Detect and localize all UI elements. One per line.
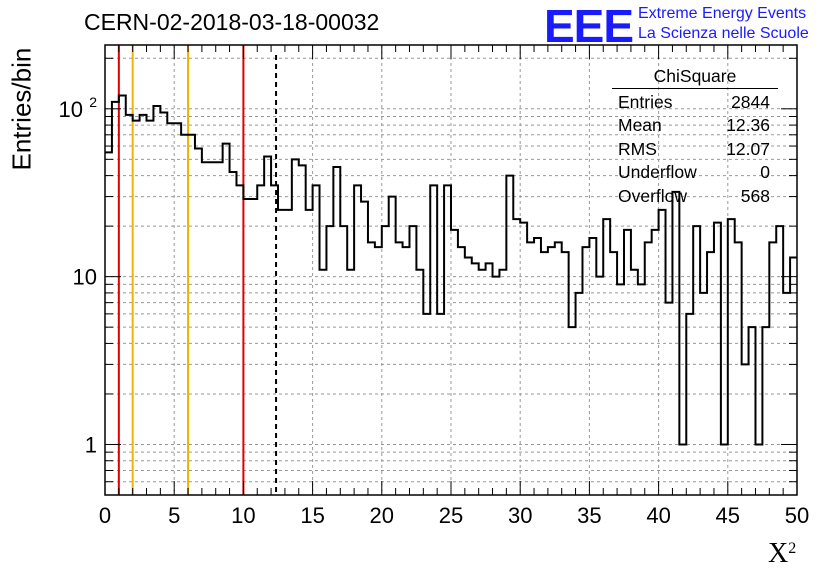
stats-row: Entries 2844: [612, 91, 778, 114]
stats-row: RMS 12.07: [612, 138, 778, 161]
x-axis-label-superscript: 2: [788, 540, 797, 557]
stats-value: 12.36: [726, 115, 770, 136]
x-axis-label: X2: [768, 538, 796, 570]
y-axis-label: Entries/bin: [6, 47, 37, 171]
x-tick-label: 10: [231, 503, 255, 528]
stats-value: 0: [760, 162, 770, 183]
histogram-steps: [105, 94, 797, 446]
stats-value: 568: [740, 185, 770, 206]
stats-label: Entries: [618, 92, 673, 112]
y-tick-label: 10: [73, 265, 97, 290]
x-tick-label: 0: [99, 503, 111, 528]
x-tick-label: 35: [577, 503, 601, 528]
grid-layer: [105, 45, 797, 495]
logo-tagline-1: Extreme Energy Events: [638, 5, 807, 22]
stats-row: Underflow 0: [612, 161, 778, 184]
stats-row: Mean 12.36: [612, 114, 778, 137]
x-tick-label: 40: [646, 503, 670, 528]
axes-frame: [104, 44, 798, 496]
stats-label: RMS: [618, 138, 657, 159]
x-tick-label: 15: [300, 503, 324, 528]
x-tick-label: 5: [168, 503, 180, 528]
x-tick-label: 25: [439, 503, 463, 528]
stats-label: Underflow: [618, 162, 697, 183]
run-title: CERN-02-2018-03-18-00032: [84, 9, 380, 35]
stats-box: ChiSquare Entries 2844 Mean 12.36 RMS 12.07…: [612, 66, 778, 208]
x-tick-label: 30: [508, 503, 532, 528]
histogram-layer: [105, 94, 797, 446]
stats-row: Overflow 568: [612, 185, 778, 208]
x-axis-label-base: X: [768, 538, 789, 569]
y-tick-label: 1: [85, 432, 97, 457]
stats-value: 12.07: [726, 138, 770, 159]
stats-value: 2844: [731, 92, 770, 112]
x-tick-label: 45: [716, 503, 740, 528]
x-tick-label: 20: [370, 503, 394, 528]
y-tick-labels: 1 10 10 2: [59, 94, 98, 458]
x-tick-labels: 0 5 10 15 20 25 30 35 40 45 50: [99, 503, 809, 528]
x-tick-label: 50: [785, 503, 809, 528]
stats-label: Mean: [618, 115, 662, 136]
stats-label: Overflow: [618, 185, 688, 206]
stats-title: ChiSquare: [612, 66, 778, 89]
y-tick-label: 10: [59, 97, 83, 122]
logo-tagline-2: La Scienza nelle Scuole: [638, 25, 809, 42]
y-tick-label-superscript: 2: [89, 94, 97, 110]
eee-logo: EEE: [544, 0, 634, 52]
marker-lines-layer: [117, 45, 278, 495]
